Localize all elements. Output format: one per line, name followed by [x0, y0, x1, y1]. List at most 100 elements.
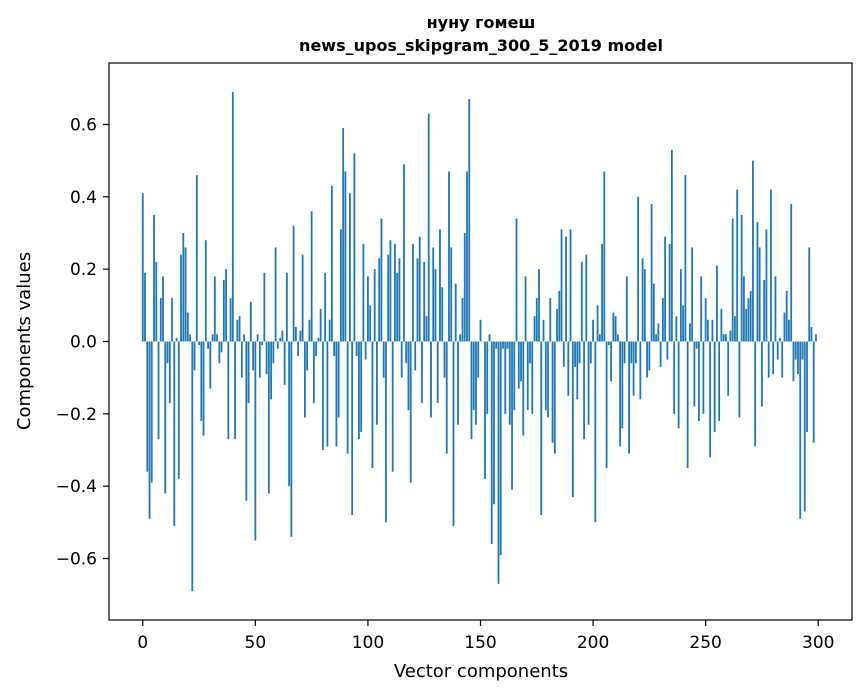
bar-244	[691, 247, 694, 342]
bar-41	[234, 341, 236, 440]
bar-90	[344, 171, 347, 342]
bar-84	[331, 185, 333, 342]
bar-264	[736, 189, 739, 342]
bar-146	[470, 341, 473, 440]
bar-80	[321, 341, 324, 451]
x-axis-label: Vector components	[394, 661, 568, 682]
bar-101	[369, 305, 372, 342]
bar-91	[346, 341, 349, 454]
bar-252	[709, 341, 712, 458]
bar-51	[256, 334, 259, 342]
bar-94	[353, 153, 356, 342]
bar-142	[461, 298, 464, 342]
bar-28	[204, 240, 207, 342]
bar-36	[222, 280, 225, 342]
bar-69	[297, 341, 300, 356]
y-tick-label: 0.6	[70, 115, 97, 135]
bar-85	[333, 341, 336, 356]
bar-249	[702, 341, 705, 414]
y-tick-label: −0.2	[56, 405, 97, 425]
bar-63	[283, 341, 286, 385]
y-axis-ticks: −0.6 −0.4 −0.2 0.0 0.2 0.4 0.6	[56, 115, 109, 570]
bar-89	[342, 128, 345, 342]
bar-295	[806, 341, 808, 432]
bar-289	[792, 341, 795, 382]
bar-233	[666, 341, 669, 360]
bar-29	[207, 341, 209, 349]
bar-133	[441, 287, 444, 342]
bar-288	[790, 204, 793, 342]
bar-176	[538, 269, 540, 342]
bar-138	[452, 341, 455, 526]
bar-17	[180, 254, 182, 342]
bar-243	[688, 323, 691, 342]
bar-194	[578, 341, 581, 364]
chart-title: нуну гомеш	[427, 13, 536, 32]
bar-154	[488, 334, 491, 342]
bar-52	[258, 341, 261, 378]
bar-287	[788, 319, 790, 342]
bar-250	[704, 298, 707, 342]
bar-series	[141, 91, 817, 592]
bar-19	[184, 247, 187, 342]
bar-77	[315, 341, 318, 356]
bar-177	[540, 341, 543, 516]
bar-109	[387, 254, 390, 342]
bar-116	[403, 164, 405, 342]
bar-218	[632, 341, 635, 396]
bar-141	[459, 334, 462, 342]
y-tick-label: −0.6	[56, 550, 97, 570]
bar-118	[407, 341, 410, 411]
bar-204	[601, 243, 603, 342]
bar-192	[574, 341, 576, 367]
bar-235	[670, 149, 673, 342]
bar-24	[195, 175, 198, 342]
bar-21	[189, 334, 191, 342]
bar-259	[725, 334, 727, 342]
bar-30	[209, 341, 212, 389]
bar-185	[558, 290, 561, 342]
bar-240	[682, 305, 685, 342]
bar-174	[533, 316, 536, 342]
bar-71	[301, 254, 304, 342]
bar-0	[141, 193, 144, 342]
bar-161	[504, 341, 507, 414]
bar-49	[252, 341, 254, 371]
bar-201	[594, 341, 597, 523]
bar-97	[360, 341, 363, 432]
x-tick-label: 250	[689, 633, 721, 653]
bar-262	[731, 218, 734, 342]
bar-26	[200, 341, 203, 422]
bar-119	[409, 341, 412, 483]
bar-279	[770, 189, 772, 342]
bar-271	[752, 160, 754, 342]
bar-180	[547, 341, 549, 418]
bar-38	[227, 341, 230, 440]
bar-205	[603, 171, 606, 342]
bar-298	[812, 341, 815, 443]
bar-228	[655, 334, 658, 342]
bar-269	[747, 298, 750, 342]
bar-157	[495, 341, 498, 349]
y-tick-label: −0.4	[56, 477, 97, 497]
bar-25	[198, 341, 200, 346]
bar-88	[340, 229, 342, 342]
bar-93	[351, 341, 354, 516]
bar-178	[542, 319, 545, 342]
bar-246	[695, 341, 698, 349]
bar-202	[596, 305, 599, 342]
bar-283	[779, 337, 781, 342]
bar-58	[272, 341, 275, 364]
bar-8	[159, 298, 162, 342]
x-tick-label: 50	[245, 633, 267, 653]
bar-182	[551, 341, 554, 443]
bar-31	[211, 334, 214, 342]
bar-112	[394, 243, 396, 342]
bar-5	[153, 214, 155, 342]
bar-242	[686, 341, 689, 469]
x-tick-label: 200	[577, 633, 609, 653]
x-axis-ticks: 0 50 100 150 200 250 300	[137, 620, 834, 653]
bar-140	[457, 341, 459, 425]
bar-96	[358, 341, 360, 440]
bar-215	[625, 276, 628, 342]
